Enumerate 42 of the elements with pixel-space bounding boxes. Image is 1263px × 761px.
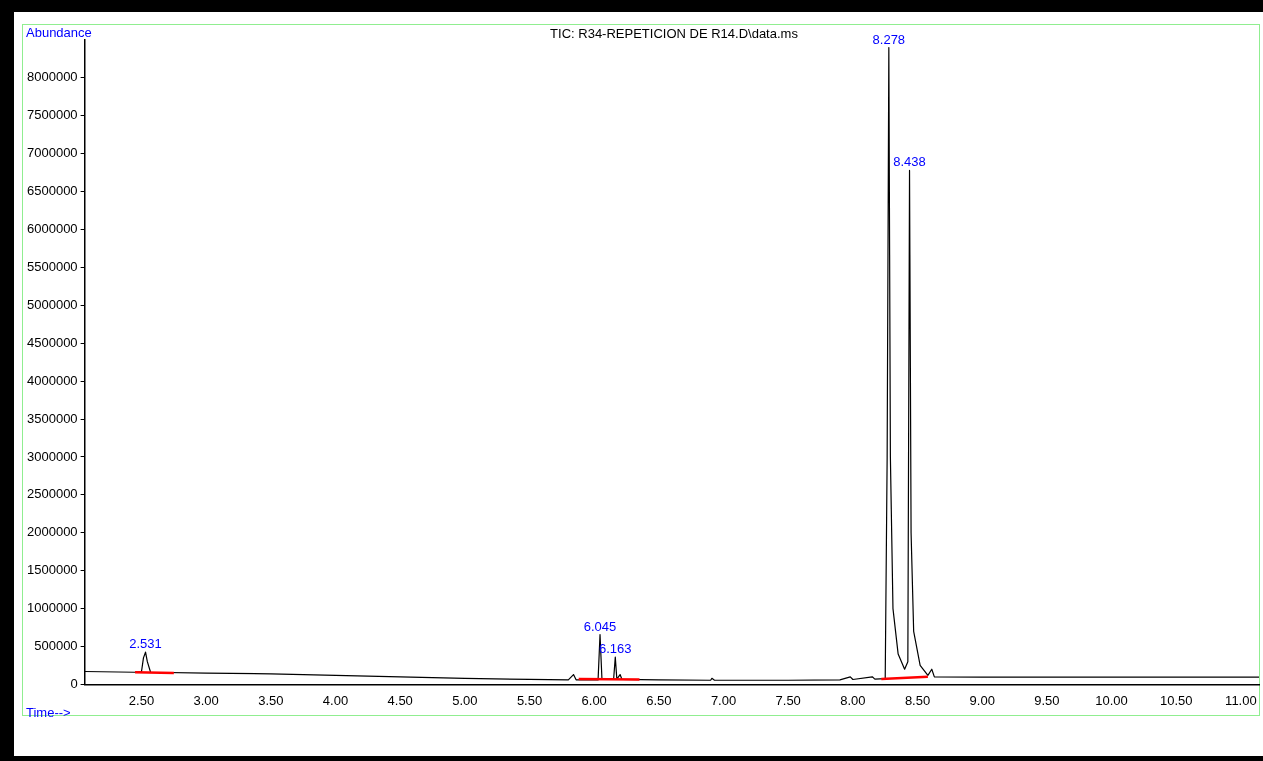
y-tick-label: 4000000 xyxy=(26,372,78,388)
x-tick-label: 7.50 xyxy=(775,692,801,708)
x-tick-label: 8.50 xyxy=(904,692,931,708)
y-tick-label: 4500000 xyxy=(26,334,78,350)
x-tick-label: 9.00 xyxy=(969,692,995,708)
x-tick-label: 5.00 xyxy=(452,692,478,708)
x-tick-label: 3.00 xyxy=(193,692,219,708)
annotation: 2.531 xyxy=(129,636,162,652)
y-tick-label: 3000000 xyxy=(26,448,78,464)
x-tick-label: 6.50 xyxy=(646,692,672,708)
y-axis-title: Abundance xyxy=(26,25,92,40)
y-tick-label: 500000 xyxy=(34,638,78,654)
x-tick-label: 8.00 xyxy=(840,692,866,708)
y-tick-label: 6000000 xyxy=(26,221,78,237)
y-tick-label: 1500000 xyxy=(26,562,78,578)
x-tick-label: 4.00 xyxy=(322,692,349,708)
chart-title: TIC: R34-REPETICION DE R14.D\data.ms xyxy=(550,26,799,41)
x-tick-label: 10.50 xyxy=(1159,692,1193,708)
x-tick-label: 7.00 xyxy=(710,692,737,708)
y-tick-label: 5500000 xyxy=(26,259,78,275)
x-tick-label: 3.50 xyxy=(258,692,284,708)
y-tick-label: 6500000 xyxy=(26,183,78,199)
x-tick-label: 9.50 xyxy=(1034,692,1060,708)
y-tick-label: 7000000 xyxy=(26,145,78,161)
x-tick-label: 2.50 xyxy=(128,692,155,708)
x-tick-label: 6.00 xyxy=(581,692,607,708)
annotation: 8.278 xyxy=(872,31,906,47)
x-tick-label: 10.00 xyxy=(1095,692,1128,708)
annotation: 6.045 xyxy=(583,618,617,634)
y-tick-label: 1000000 xyxy=(26,600,78,616)
y-tick-label: 5000000 xyxy=(26,296,78,312)
x-axis-title: Time--> xyxy=(26,705,71,720)
x-tick-label: 4.50 xyxy=(387,692,413,708)
x-tick-label: 11.00 xyxy=(1225,692,1257,708)
y-tick-label: 8000000 xyxy=(26,69,78,85)
x-tick-label: 5.50 xyxy=(516,692,543,708)
y-tick-label: 0 xyxy=(70,675,78,691)
y-tick-label: 2500000 xyxy=(26,486,78,502)
y-tick-label: 3500000 xyxy=(26,410,78,426)
y-tick-label: 7500000 xyxy=(26,107,78,123)
annotation: 8.438 xyxy=(893,154,926,170)
y-tick-label: 2000000 xyxy=(26,524,78,540)
